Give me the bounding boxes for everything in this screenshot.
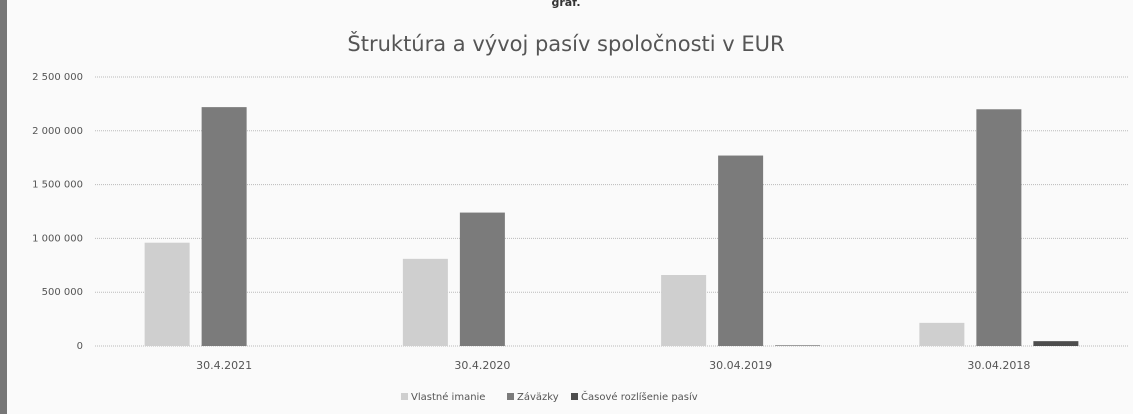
x-tick-label: 30.04.2019 [709,359,772,372]
y-tick-label: 2 000 000 [32,126,83,137]
y-tick-label: 500 000 [42,287,83,298]
bar [201,107,247,347]
bar [1033,341,1079,346]
legend-label: Záväzky [517,391,559,403]
caption: graf. [551,0,580,9]
chart-title: Štruktúra a vývoj pasív spoločnosti v EU… [347,31,784,56]
bar [144,242,190,346]
y-tick-label: 2 500 000 [32,72,83,83]
bar [919,322,965,346]
x-tick-label: 30.4.2020 [454,359,510,372]
y-tick-label: 1 500 000 [32,180,83,191]
legend-swatch [401,393,408,400]
bar [661,274,707,346]
bar [459,212,505,346]
bar [976,109,1022,346]
x-tick-label: 30.4.2021 [196,359,252,372]
scan-edge [0,0,7,414]
legend-label: Časové rozlíšenie pasív [581,390,698,403]
y-tick-label: 0 [77,341,83,352]
bar [402,258,448,346]
bar [718,155,764,346]
legend-swatch [507,393,514,400]
legend-swatch [571,393,578,400]
bar [775,345,821,346]
legend-label: Vlastné imanie [411,391,485,403]
y-tick-label: 1 000 000 [32,233,83,244]
x-tick-label: 30.04.2018 [967,359,1030,372]
